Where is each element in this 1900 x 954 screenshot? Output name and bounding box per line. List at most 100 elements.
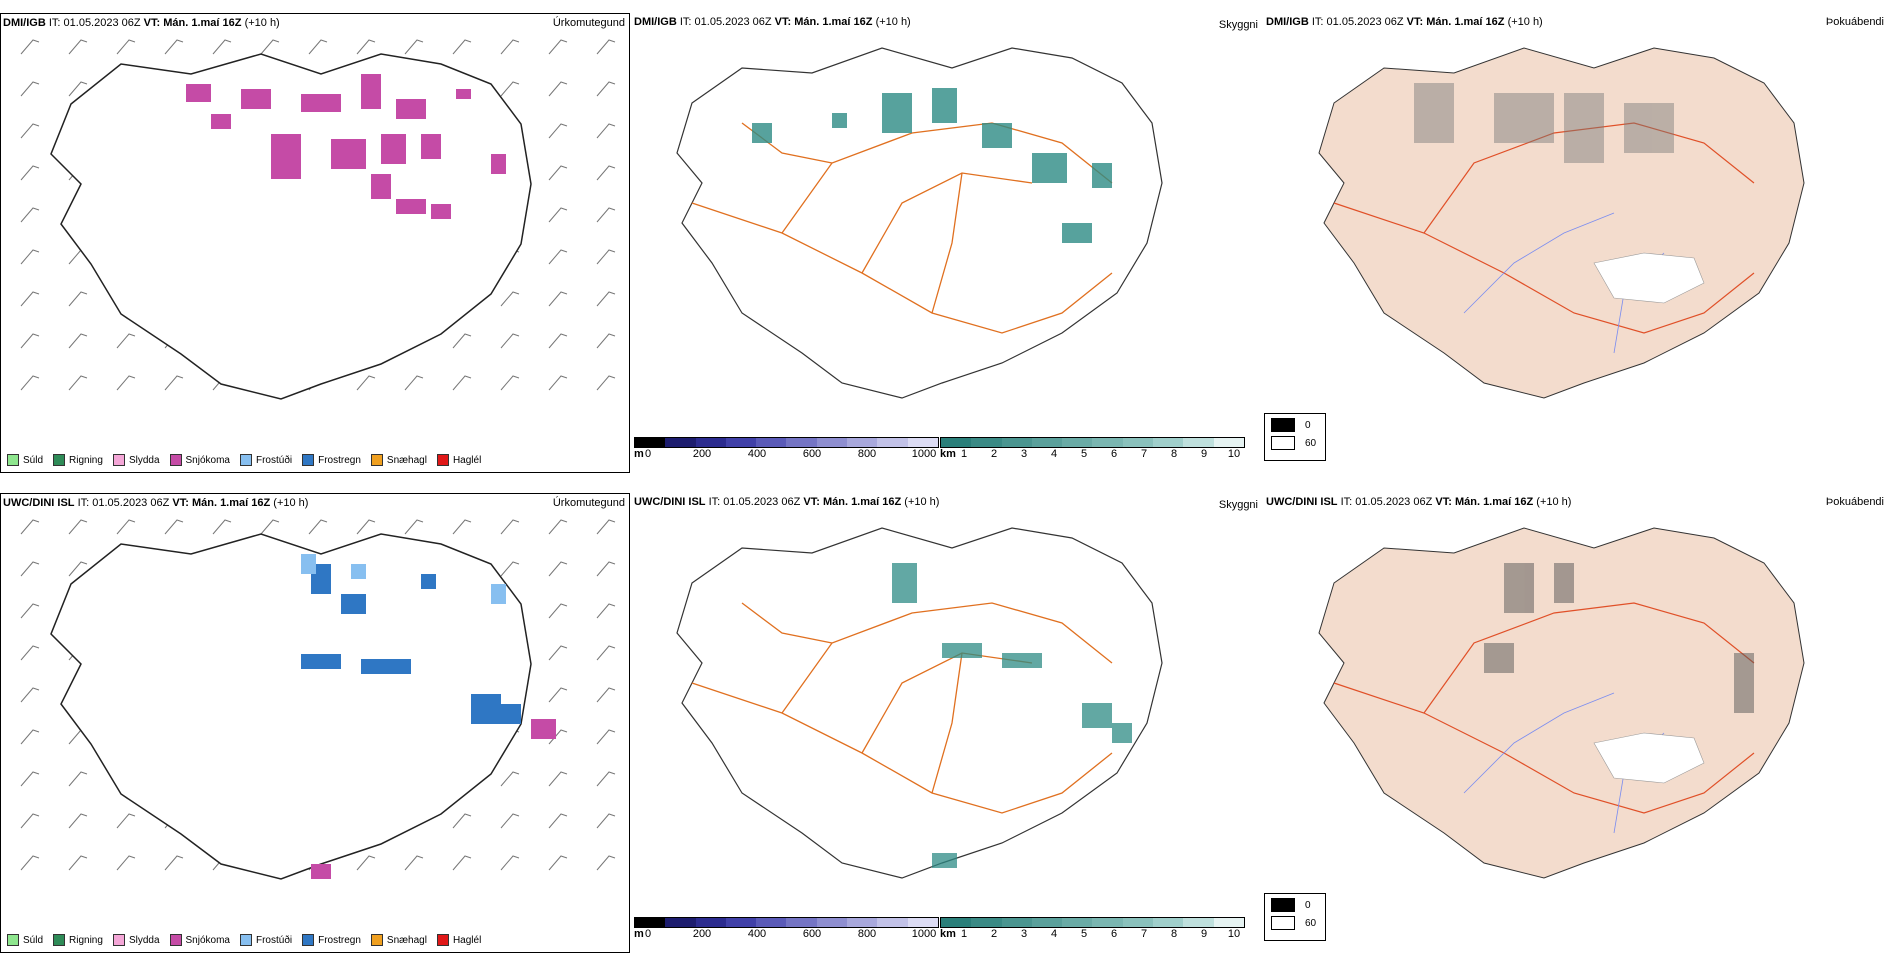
wind-barb: [20, 813, 40, 829]
wind-barb: [596, 375, 616, 391]
wind-barb: [20, 603, 40, 619]
fog-panel-row1: DMI/IGB IT: 01.05.2023 06Z VT: Mán. 1.ma…: [1264, 13, 1894, 473]
wind-barb: [20, 39, 40, 55]
visibility-ticks: km 1 2 3 4 5 6 7 8 9 10: [940, 928, 1241, 940]
wind-barb: [500, 375, 520, 391]
wind-barb: [500, 813, 520, 829]
precip-title: Úrkomutegund: [552, 17, 625, 29]
wind-barb: [596, 855, 616, 871]
wind-barb: [596, 249, 616, 265]
iceland-outline: [676, 47, 1163, 399]
wind-barb: [548, 603, 568, 619]
wind-barb: [20, 333, 40, 349]
freeze-cells: [301, 564, 521, 724]
wind-barb: [20, 123, 40, 139]
wind-barb: [596, 603, 616, 619]
wind-barb: [20, 81, 40, 97]
wind-barb: [116, 333, 136, 349]
wind-barb: [548, 771, 568, 787]
visibility-cells: [752, 88, 1112, 243]
wind-barb: [596, 729, 616, 745]
legend-item-snaehagl: Snæhagl: [370, 934, 427, 946]
wind-barb: [68, 291, 88, 307]
precip-panel-row1: DMI/IGB IT: 01.05.2023 06Z VT: Mán. 1.ma…: [0, 13, 630, 473]
wind-barb: [356, 519, 376, 535]
wind-barb: [596, 123, 616, 139]
freeze-drizzle-cells: [301, 554, 506, 604]
legend-item-snaehagl: Snæhagl: [370, 454, 427, 466]
wind-barb: [452, 855, 472, 871]
wind-barb: [404, 39, 424, 55]
wind-barb: [116, 375, 136, 391]
wind-barb: [116, 813, 136, 829]
wind-barb: [116, 519, 136, 535]
wind-barb: [548, 519, 568, 535]
wind-barb: [68, 81, 88, 97]
wind-barb: [500, 291, 520, 307]
wind-barb: [164, 39, 184, 55]
wind-barb: [452, 375, 472, 391]
wind-barb: [596, 333, 616, 349]
wind-barb: [548, 687, 568, 703]
wind-barb: [68, 375, 88, 391]
iceland-land: [1318, 47, 1805, 399]
precip-legend: Súld Rigning Slydda Snjókoma Frostúði Fr…: [7, 934, 481, 946]
legend-item-slydda: Slydda: [112, 454, 160, 466]
visibility-title: Skyggni: [1218, 19, 1258, 31]
wind-barb: [548, 207, 568, 223]
wind-barb: [596, 645, 616, 661]
wind-barb: [212, 39, 232, 55]
wind-barb: [20, 165, 40, 181]
panel-header: UWC/DINI ISL IT: 01.05.2023 06Z VT: Mán.…: [1266, 496, 1572, 508]
panel-header: DMI/IGB IT: 01.05.2023 06Z VT: Mán. 1.ma…: [3, 17, 280, 29]
wind-barb: [596, 291, 616, 307]
wind-barb: [20, 729, 40, 745]
wind-barb: [548, 855, 568, 871]
wind-barb: [404, 375, 424, 391]
visibility-cells: [892, 563, 1132, 868]
legend-item-frostregn: Frostregn: [302, 934, 361, 946]
wind-barb: [500, 561, 520, 577]
wind-barb: [548, 291, 568, 307]
wind-barb: [20, 855, 40, 871]
wind-barb: [548, 81, 568, 97]
wind-barb: [596, 771, 616, 787]
wind-barb: [68, 561, 88, 577]
wind-barb: [500, 519, 520, 535]
wind-barb: [356, 855, 376, 871]
legend-item-frostregn: Frostregn: [302, 454, 361, 466]
wind-barb: [164, 519, 184, 535]
wind-barb: [548, 39, 568, 55]
fog-road-network: [1333, 122, 1755, 334]
visibility-panel-row2: UWC/DINI ISL IT: 01.05.2023 06Z VT: Mán.…: [632, 493, 1262, 953]
wind-barb: [596, 561, 616, 577]
wind-barb: [548, 813, 568, 829]
ceiling-bar: [634, 437, 939, 448]
wind-barb: [20, 519, 40, 535]
visibility-ticks: km 1 2 3 4 5 6 7 8 9 10: [940, 448, 1241, 460]
visibility-panel-row1: DMI/IGB IT: 01.05.2023 06Z VT: Mán. 1.ma…: [632, 13, 1262, 473]
wind-barb: [308, 519, 328, 535]
wind-barb: [68, 855, 88, 871]
legend-item-rigning: Rigning: [53, 454, 103, 466]
wind-barb: [596, 519, 616, 535]
iceland-outline: [50, 53, 532, 400]
visibility-map: [676, 47, 1163, 399]
legend-item-snjokoma: Snjókoma: [169, 454, 230, 466]
fog-patches: [1484, 563, 1754, 713]
snow-cells: [186, 74, 506, 219]
legend-item-sudl: Súld: [7, 454, 43, 466]
ceiling-ticks: m 0 200 400 600 800 1000: [634, 928, 937, 940]
fog-panel-row2: UWC/DINI ISL IT: 01.05.2023 06Z VT: Mán.…: [1264, 493, 1894, 953]
panel-header: DMI/IGB IT: 01.05.2023 06Z VT: Mán. 1.ma…: [1266, 16, 1543, 28]
wind-barb: [596, 813, 616, 829]
wind-barb: [548, 561, 568, 577]
wind-barb: [596, 207, 616, 223]
wind-barb: [452, 519, 472, 535]
panel-header: DMI/IGB IT: 01.05.2023 06Z VT: Mán. 1.ma…: [634, 16, 911, 28]
ceiling-colorbar: m 0 200 400 600 800 1000: [634, 917, 939, 942]
iceland-outline: [50, 533, 532, 880]
ceiling-unit: m: [634, 448, 644, 460]
fog-title: Þokuábendi: [1825, 16, 1884, 28]
snow-cells: [311, 719, 556, 879]
